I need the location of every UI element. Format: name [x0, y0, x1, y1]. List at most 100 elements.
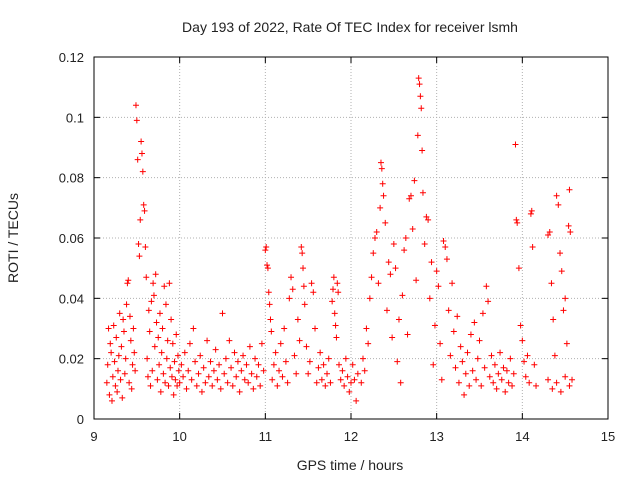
- data-point: [217, 385, 224, 392]
- data-point: [221, 370, 228, 377]
- data-point: [354, 370, 361, 377]
- data-point: [531, 361, 538, 368]
- data-point: [325, 355, 332, 362]
- axis-ticks: 9 10 11 12 13 14 15 0 0.02 0.04 0.06 0.08 0.1 0.12: [59, 50, 616, 444]
- data-point: [158, 349, 165, 356]
- data-point: [330, 274, 337, 281]
- x-axis-label: GPS time / hours: [297, 457, 404, 473]
- data-point: [471, 319, 478, 326]
- data-point: [513, 216, 520, 223]
- data-point: [433, 268, 440, 275]
- data-point: [557, 250, 564, 257]
- data-point: [252, 355, 259, 362]
- data-point: [423, 213, 430, 220]
- data-point: [139, 168, 146, 175]
- data-point: [264, 265, 271, 272]
- x-tick-label: 15: [601, 429, 615, 444]
- data-point: [474, 355, 481, 362]
- data-point: [566, 186, 573, 193]
- data-point: [178, 361, 185, 368]
- data-point: [111, 358, 118, 365]
- data-point: [156, 361, 163, 368]
- data-point: [145, 307, 152, 314]
- data-point: [317, 349, 324, 356]
- x-tick-label: 10: [172, 429, 186, 444]
- data-point: [161, 283, 168, 290]
- data-point: [157, 388, 164, 395]
- data-point: [450, 328, 457, 335]
- data-point: [106, 391, 113, 398]
- data-point: [557, 388, 564, 395]
- data-point: [109, 373, 116, 380]
- data-point: [498, 376, 505, 383]
- data-point: [300, 265, 307, 272]
- data-point: [144, 355, 151, 362]
- data-point: [509, 382, 516, 389]
- data-point: [119, 394, 126, 401]
- y-tick-label: 0.08: [59, 171, 84, 186]
- data-point: [258, 340, 265, 347]
- data-point: [303, 343, 310, 350]
- data-point: [565, 222, 572, 229]
- data-point: [150, 292, 157, 299]
- data-points: [103, 75, 576, 404]
- data-point: [124, 280, 131, 287]
- data-point: [190, 325, 197, 332]
- data-point: [185, 367, 192, 374]
- data-point: [219, 310, 226, 317]
- data-point: [529, 244, 536, 251]
- data-point: [545, 376, 552, 383]
- data-point: [293, 370, 300, 377]
- x-tick-label: 13: [429, 429, 443, 444]
- data-point: [115, 352, 122, 359]
- data-point: [476, 337, 483, 344]
- data-point: [562, 295, 569, 302]
- data-point: [114, 367, 121, 374]
- data-point: [395, 316, 402, 323]
- data-point: [560, 307, 567, 314]
- data-point: [268, 328, 275, 335]
- data-point: [117, 376, 124, 383]
- data-point: [272, 349, 279, 356]
- data-point: [149, 367, 156, 374]
- data-point: [197, 352, 204, 359]
- data-point: [301, 301, 308, 308]
- data-point: [385, 259, 392, 266]
- data-point: [136, 253, 143, 260]
- data-point: [327, 379, 334, 386]
- data-point: [298, 244, 305, 251]
- data-point: [524, 352, 531, 359]
- data-point: [267, 316, 274, 323]
- data-point: [455, 379, 462, 386]
- data-point: [415, 75, 422, 82]
- data-point: [549, 385, 556, 392]
- data-point: [142, 244, 149, 251]
- data-point: [233, 373, 240, 380]
- data-point: [545, 231, 552, 238]
- data-point: [312, 325, 319, 332]
- data-point: [204, 337, 211, 344]
- data-point: [514, 219, 521, 226]
- data-point: [173, 331, 180, 338]
- data-point: [172, 376, 179, 383]
- data-point: [291, 352, 298, 359]
- data-point: [359, 355, 366, 362]
- data-point: [425, 216, 432, 223]
- data-point: [282, 358, 289, 365]
- data-point: [361, 367, 368, 374]
- data-point: [174, 352, 181, 359]
- data-point: [200, 364, 207, 371]
- data-point: [133, 117, 140, 124]
- data-point: [146, 328, 153, 335]
- data-point: [248, 370, 255, 377]
- data-point: [512, 141, 519, 148]
- data-point: [140, 201, 147, 208]
- data-point: [104, 361, 111, 368]
- data-point: [284, 379, 291, 386]
- data-point: [168, 316, 175, 323]
- data-point: [148, 298, 155, 305]
- x-tick-label: 11: [259, 429, 273, 444]
- data-point: [168, 373, 175, 380]
- data-point: [569, 376, 576, 383]
- y-tick-label: 0.06: [59, 231, 84, 246]
